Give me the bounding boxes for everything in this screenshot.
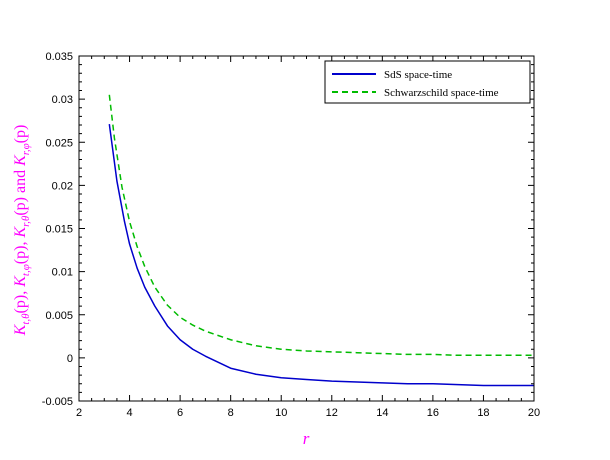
series-lines	[108, 94, 534, 387]
y-tick-label: 0	[67, 353, 73, 365]
x-tick-label: 10	[275, 407, 287, 419]
x-tick-label: 4	[126, 407, 132, 419]
y-tick-label: 0.02	[52, 180, 73, 192]
x-tick-label: 8	[228, 407, 234, 419]
legend-label-schwarzschild: Schwarzschild space-time	[384, 87, 499, 99]
x-tick-label: 6	[177, 407, 183, 419]
y-tick-label: 0.005	[45, 310, 73, 322]
x-tick-label: 16	[427, 407, 439, 419]
tick-marks	[78, 55, 535, 402]
x-tick-label: 14	[376, 407, 388, 419]
y-tick-label: 0.03	[52, 94, 73, 106]
x-tick-label: 20	[528, 407, 540, 419]
legend: SdS space-time Schwarzschild space-time	[324, 60, 531, 104]
y-axis-title: Kt,θ(p), Kt,φ(p), Kr,θ(p) and Kr,φ(p)	[12, 125, 32, 337]
y-tick-label: 0.01	[52, 267, 73, 279]
legend-box	[324, 60, 531, 104]
y-tick-label: -0.005	[42, 396, 73, 408]
plot-frame	[78, 55, 535, 402]
tick-labels: 2 4 6 8 10 12 14 16 18 20 -0.005 0 0.005 0.01 0.015 0.0…	[42, 51, 540, 419]
y-tick-label: 0.015	[45, 224, 73, 236]
y-tick-label: 0.025	[45, 137, 73, 149]
x-tick-label: 12	[326, 407, 338, 419]
series-line-sds	[108, 124, 534, 387]
y-tick-label: 0.035	[45, 51, 73, 63]
legend-label-sds: SdS space-time	[384, 69, 452, 81]
series-line-schwarzschild	[108, 94, 534, 357]
x-tick-label: 18	[477, 407, 489, 419]
x-tick-label: 2	[76, 407, 82, 419]
x-axis-title: r	[303, 429, 310, 448]
